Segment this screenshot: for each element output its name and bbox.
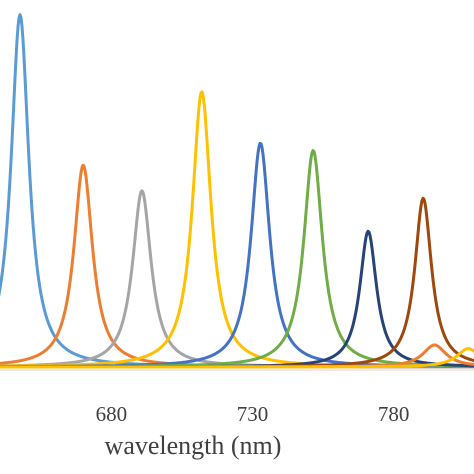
x-tick-labels: 680 730 780 [96, 402, 410, 426]
x-tick-label: 730 [237, 402, 269, 426]
x-tick-label: 680 [96, 402, 128, 426]
plot-area [0, 13, 474, 369]
x-axis-title: wavelength (nm) [105, 431, 282, 460]
x-tick-label: 780 [378, 402, 410, 426]
series-line-10 [0, 347, 474, 369]
series-line-7 [0, 229, 474, 369]
series-line-1 [0, 13, 474, 369]
